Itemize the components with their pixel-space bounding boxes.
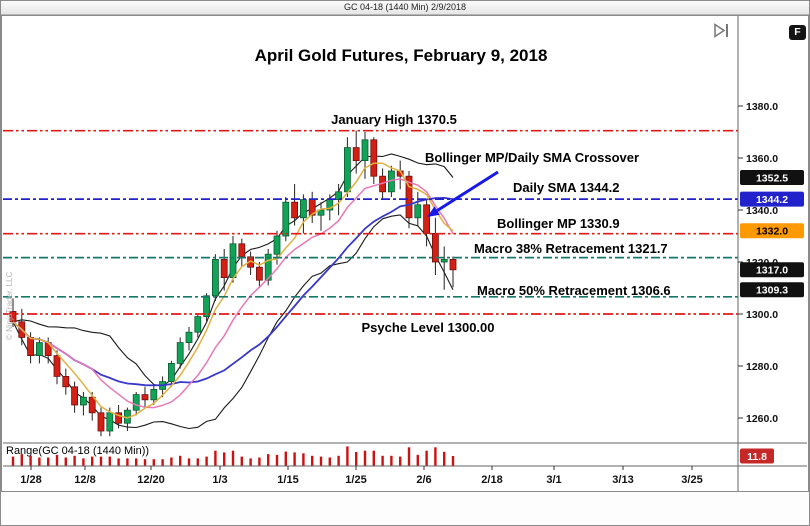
candle-up [343, 147, 351, 193]
candle-up [335, 191, 343, 201]
chart-frame [1, 15, 809, 492]
candle-down [115, 412, 122, 424]
svg-text:1360.0: 1360.0 [746, 153, 778, 165]
price-markers: 1352.5 1344.2 1332.0 1317.0 1309.3 11.8 [740, 170, 804, 464]
svg-text:11.8: 11.8 [747, 451, 767, 463]
candle-up [282, 201, 290, 237]
svg-text:12/8: 12/8 [74, 474, 95, 486]
crossover-arrow [427, 170, 499, 217]
candle-up [36, 342, 43, 357]
price-marker [740, 191, 804, 207]
svg-text:2/18: 2/18 [481, 474, 502, 486]
window-link-badge[interactable]: F [789, 25, 806, 40]
candle-up [317, 209, 325, 216]
go-to-latest-bar-icon[interactable] [712, 22, 734, 39]
candle-up [264, 253, 272, 281]
candle-down [255, 266, 263, 281]
candle-down [352, 147, 360, 162]
candle-up [150, 388, 158, 401]
window-footer [1, 492, 809, 525]
annotation-macro-50: Macro 50% Retracement 1306.6 [477, 283, 671, 298]
annotation-macro-38: Macro 38% Retracement 1321.7 [474, 241, 668, 256]
candle-down [71, 386, 78, 406]
candle-down [291, 201, 299, 219]
candle-down [370, 139, 378, 177]
candle-down [27, 336, 35, 356]
svg-text:1309.3: 1309.3 [756, 285, 788, 297]
annotation-bollinger-mp: Bollinger MP 1330.9 [497, 216, 620, 231]
candle-up [185, 331, 193, 344]
range-marker [740, 448, 774, 464]
svg-text:1/3: 1/3 [212, 474, 227, 486]
bollinger-bands [12, 153, 454, 430]
candle-up [194, 316, 202, 333]
svg-text:2/6: 2/6 [416, 474, 431, 486]
svg-text:1332.0: 1332.0 [756, 226, 788, 238]
svg-text:1317.0: 1317.0 [756, 265, 788, 277]
candle-up [106, 412, 114, 432]
price-marker [740, 282, 804, 298]
svg-text:3/25: 3/25 [681, 474, 702, 486]
candle-up [299, 199, 307, 219]
range-indicator-label: Range(GC 04-18 (1440 Min)) [6, 445, 150, 457]
window-title-bar: GC 04-18 (1440 Min) 2/9/2018 [1, 1, 809, 15]
candle-down [238, 243, 246, 258]
candle-up [273, 235, 281, 255]
price-marker [740, 223, 804, 239]
candle-up [203, 295, 211, 317]
svg-text:3/13: 3/13 [612, 474, 633, 486]
time-axis[interactable]: 1/28 12/8 12/20 1/3 1/15 1/25 2/6 2/18 3/1 3/13 3/… [20, 466, 703, 486]
candle-up [132, 394, 140, 411]
candle-up [176, 342, 184, 364]
candle-down [405, 175, 413, 219]
svg-text:1340.0: 1340.0 [746, 205, 778, 217]
candle-up [211, 258, 219, 297]
svg-text:1380.0: 1380.0 [746, 101, 778, 113]
svg-text:1/15: 1/15 [277, 474, 298, 486]
range-panel-bars [11, 446, 455, 467]
candle-down [423, 204, 431, 234]
candle-down [220, 258, 228, 278]
candle-down [62, 375, 70, 388]
svg-text:1300.0: 1300.0 [746, 309, 778, 321]
candle-up [361, 139, 369, 162]
candle-down [97, 412, 105, 432]
chart-title: April Gold Futures, February 9, 2018 [254, 46, 548, 65]
candle-down [141, 394, 149, 401]
price-chart-canvas[interactable]: 1380.01360.01340.01320.01300.01280.01260… [1, 15, 809, 492]
candle-up [229, 243, 237, 279]
candle-up [414, 204, 422, 219]
svg-text:1260.0: 1260.0 [746, 413, 778, 425]
svg-text:1/28: 1/28 [20, 474, 41, 486]
candle-down [449, 258, 457, 271]
candles [9, 130, 457, 437]
annotation-crossover: Bollinger MP/Daily SMA Crossover [425, 150, 640, 165]
horizontal-level-lines [3, 129, 738, 315]
chart-panel: 1380.01360.01340.01320.01300.01280.01260… [1, 15, 809, 492]
svg-text:1344.2: 1344.2 [756, 194, 788, 206]
moving-averages [12, 162, 454, 419]
window-title: GC 04-18 (1440 Min) 2/9/2018 [343, 2, 467, 12]
candle-down [88, 396, 96, 414]
svg-text:1/25: 1/25 [345, 474, 366, 486]
candle-down [53, 355, 61, 377]
svg-text:12/20: 12/20 [137, 474, 165, 486]
annotation-psyche-level: Psyche Level 1300.00 [361, 320, 495, 335]
annotation-daily-sma: Daily SMA 1344.2 [513, 180, 620, 195]
candle-up [167, 362, 175, 382]
ninjatrader-watermark: © NinjaTrader, LLC [5, 271, 14, 340]
price-axis[interactable]: 1380.01360.01340.01320.01300.01280.01260… [738, 101, 778, 425]
candle-up [440, 258, 448, 263]
candle-up [80, 396, 87, 406]
price-marker [740, 262, 804, 278]
price-marker [740, 170, 804, 185]
svg-text:3/1: 3/1 [546, 474, 561, 486]
annotation-january-high: January High 1370.5 [331, 112, 457, 127]
play-triangle-icon [714, 23, 726, 38]
svg-text:1280.0: 1280.0 [746, 361, 778, 373]
svg-text:1352.5: 1352.5 [756, 172, 788, 184]
